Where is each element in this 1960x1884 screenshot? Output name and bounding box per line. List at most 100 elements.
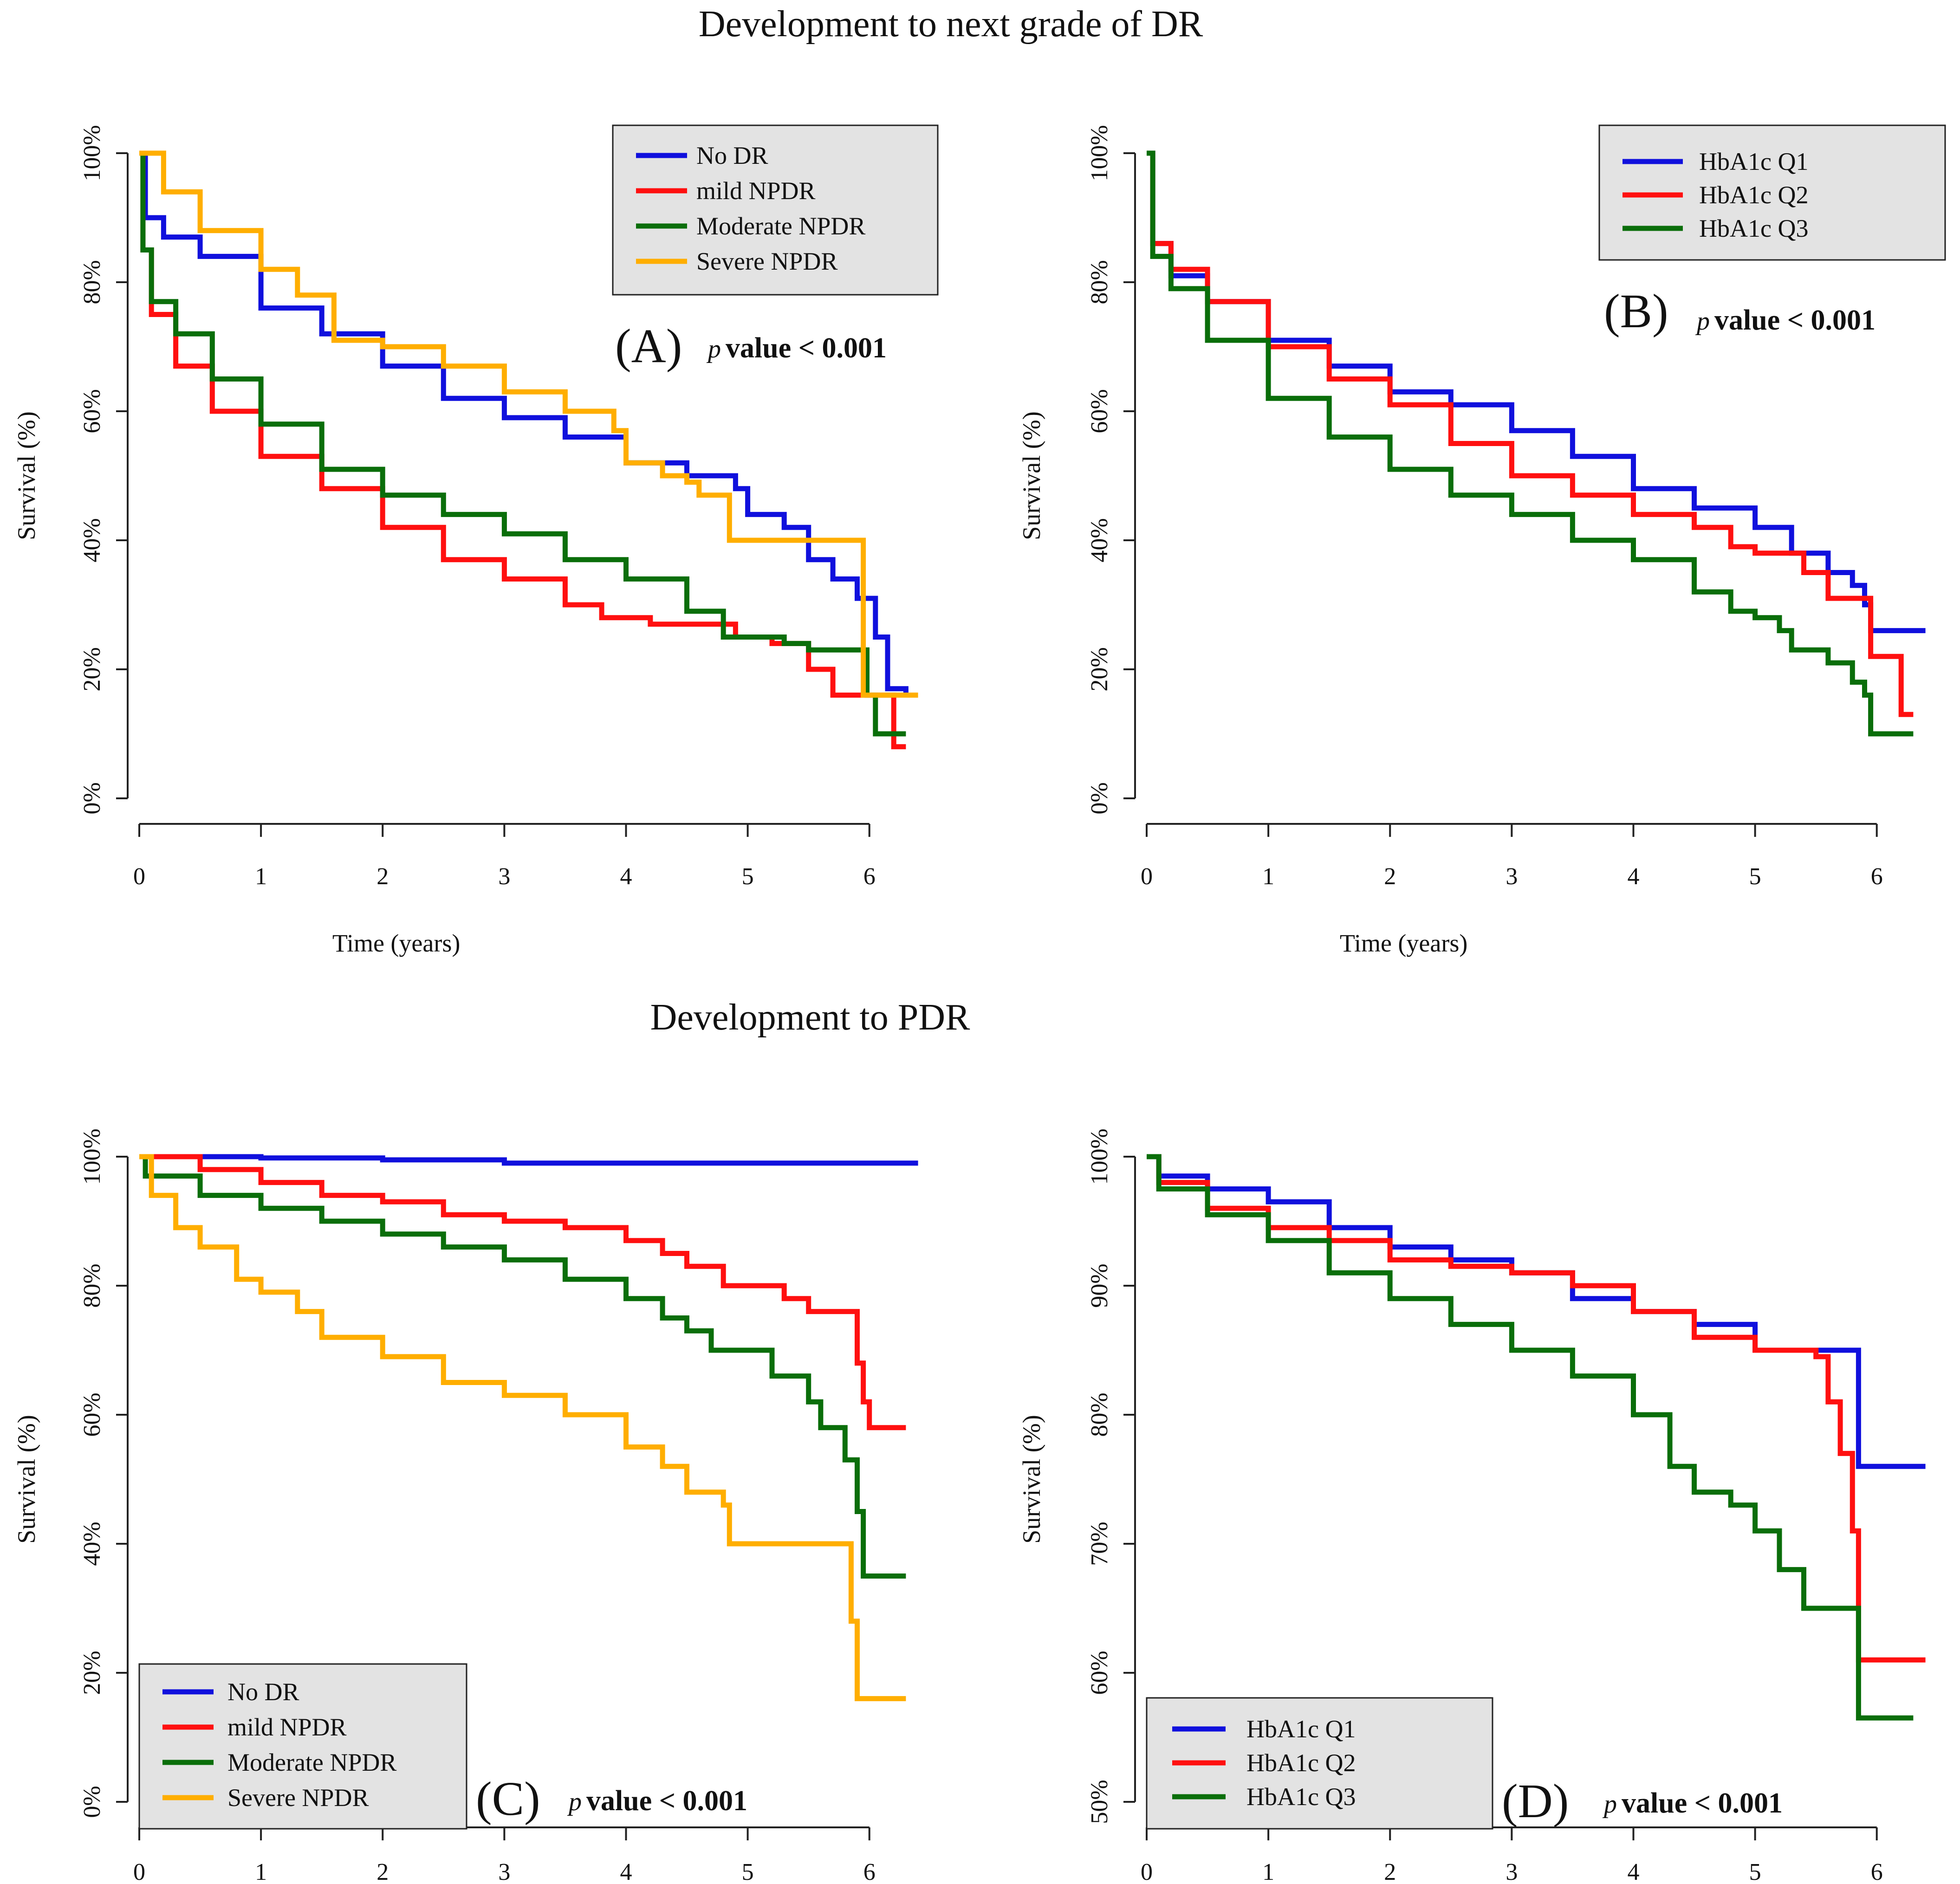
panel-c-xtick-label: 5: [742, 1859, 754, 1884]
panel-b-ytick-label: 40%: [1086, 518, 1113, 562]
panel-c-ytick-label: 40%: [79, 1521, 105, 1566]
panel-b-xtick-label: 6: [1871, 863, 1883, 890]
panel-a-legend-label: Severe NPDR: [696, 247, 837, 275]
panel-b-xtick-label: 5: [1749, 863, 1761, 890]
panel-d-pvalue-symbol: p: [1602, 1790, 1617, 1819]
panel-c-ytick-label: 80%: [79, 1263, 105, 1308]
panel-b-xtick-label: 4: [1627, 863, 1639, 890]
panel-c-xtick-label: 6: [863, 1859, 876, 1884]
panel-b-ytick-label: 100%: [1086, 125, 1113, 181]
panel-d: 50% 60% 70% 80% 90% 100% Survival (%) 0 1 2 3 4 5 6 Hb…: [1018, 1128, 1926, 1884]
panel-c-curve-mild-npdr: [139, 1154, 906, 1431]
panel-b-curve-hba1c-q3: [1147, 150, 1914, 737]
panel-b-xtick-label: 3: [1506, 863, 1518, 890]
panel-a-ylabel: Survival (%): [13, 411, 40, 540]
panel-d-pvalue-text: value < 0.001: [1622, 1787, 1783, 1819]
panel-c-curve-no-dr: [139, 1154, 918, 1166]
panel-d-tag: (D): [1502, 1774, 1569, 1828]
panel-b-legend-label: HbA1c Q2: [1699, 181, 1808, 209]
panel-a-curve-severe-npdr: [139, 150, 918, 698]
panel-a-xtick-label: 0: [133, 863, 145, 890]
panel-d-xtick-label: 3: [1506, 1859, 1518, 1884]
panel-b-tag: (B): [1604, 285, 1668, 338]
panel-a-pvalue-text: value < 0.001: [726, 332, 887, 364]
panel-b-xlabel: Time (years): [1340, 929, 1467, 957]
panel-c: 0% 20% 40% 60% 80% 100% Survival (%) 0 1 2 3 4 5 6 No …: [13, 1128, 918, 1884]
panel-a-ytick-label: 100%: [79, 125, 105, 181]
panel-c-ytick-label: 20%: [79, 1651, 105, 1695]
panel-d-xtick-label: 1: [1262, 1859, 1274, 1884]
panel-d-ytick-label: 100%: [1086, 1128, 1113, 1185]
panel-c-curve-moderate-npdr: [139, 1154, 906, 1579]
panel-a-legend-label: No DR: [696, 142, 768, 169]
panel-a-xtick-label: 2: [376, 863, 389, 890]
panel-d-ytick-label: 90%: [1086, 1263, 1113, 1308]
panel-a-pvalue-symbol: p: [706, 335, 721, 363]
panel-a-xtick-label: 6: [863, 863, 876, 890]
heading-next-grade: Development to next grade of DR: [699, 4, 1203, 45]
panel-c-xtick-label: 0: [133, 1859, 145, 1884]
panel-d-legend: HbA1c Q1 HbA1c Q2 HbA1c Q3: [1146, 1697, 1493, 1830]
panel-b: 0% 20% 40% 60% 80% 100% Survival (%) 0 1 2 3 4 5 6 Tim…: [1018, 124, 1946, 957]
panel-d-curve-hba1c-q3: [1147, 1154, 1914, 1721]
panel-c-tag: (C): [476, 1772, 540, 1826]
panel-d-ytick-label: 70%: [1086, 1521, 1113, 1566]
panel-d-ylabel: Survival (%): [1018, 1415, 1045, 1543]
panel-a-ytick-label: 80%: [79, 260, 105, 304]
panel-d-legend-label: HbA1c Q1: [1246, 1715, 1356, 1743]
panel-a-legend: No DR mild NPDR Moderate NPDR Severe NPDR: [612, 124, 939, 296]
panel-c-pvalue-symbol: p: [567, 1787, 582, 1816]
panel-a-xtick-label: 5: [742, 863, 754, 890]
panel-a-xtick-label: 4: [620, 863, 632, 890]
panel-b-ytick-label: 80%: [1086, 260, 1113, 304]
panel-a-ytick-label: 0%: [79, 782, 105, 814]
panel-b-xtick-label: 2: [1384, 863, 1396, 890]
panel-c-ytick-label: 0%: [79, 1786, 105, 1818]
panel-a-xtick-label: 3: [498, 863, 510, 890]
panel-b-legend-label: HbA1c Q3: [1699, 214, 1808, 242]
panel-c-ytick-label: 100%: [79, 1128, 105, 1185]
panel-c-legend-label: Severe NPDR: [227, 1784, 369, 1812]
panel-a: 0% 20% 40% 60% 80% 100% Survival (%) 0 1 2 3 4 5 6 Tim…: [13, 124, 939, 957]
panel-b-legend: HbA1c Q1 HbA1c Q2 HbA1c Q3: [1598, 124, 1946, 261]
panel-a-ytick-label: 40%: [79, 518, 105, 562]
panel-b-pvalue-symbol: p: [1695, 307, 1710, 336]
panel-d-xtick-label: 5: [1749, 1859, 1761, 1884]
panel-a-legend-label: Moderate NPDR: [696, 212, 865, 240]
panel-d-xtick-label: 6: [1871, 1859, 1883, 1884]
panel-b-curve-hba1c-q2: [1147, 150, 1914, 717]
panel-a-ytick-label: 60%: [79, 389, 105, 433]
panel-d-xtick-label: 4: [1627, 1859, 1639, 1884]
panel-b-ylabel: Survival (%): [1018, 411, 1045, 540]
panel-b-xtick-label: 0: [1141, 863, 1153, 890]
panel-d-curve-hba1c-q2: [1147, 1154, 1926, 1663]
panel-c-legend-label: Moderate NPDR: [227, 1748, 396, 1776]
panel-b-ytick-label: 0%: [1086, 782, 1113, 814]
panel-a-legend-label: mild NPDR: [696, 177, 816, 205]
panel-d-ytick-label: 60%: [1086, 1651, 1113, 1695]
panel-c-xtick-label: 3: [498, 1859, 510, 1884]
panel-c-ytick-label: 60%: [79, 1392, 105, 1437]
panel-a-legend-box: [612, 124, 939, 296]
panel-b-legend-label: HbA1c Q1: [1699, 148, 1808, 175]
panel-a-curve-moderate-npdr: [139, 150, 906, 737]
panel-c-legend: No DR mild NPDR Moderate NPDR Severe NPDR: [138, 1663, 467, 1830]
panel-b-pvalue-text: value < 0.001: [1714, 304, 1876, 336]
panel-d-legend-label: HbA1c Q3: [1246, 1783, 1356, 1811]
panel-d-xtick-label: 0: [1141, 1859, 1153, 1884]
panel-c-curve-severe-npdr: [139, 1154, 906, 1702]
panel-d-ytick-label: 80%: [1086, 1392, 1113, 1437]
panel-c-legend-label: No DR: [227, 1678, 299, 1706]
panel-b-xtick-label: 1: [1262, 863, 1274, 890]
panel-d-ytick-label: 50%: [1086, 1780, 1113, 1824]
panel-d-curve-hba1c-q1: [1147, 1154, 1926, 1469]
panel-c-pvalue-text: value < 0.001: [586, 1785, 747, 1817]
heading-pdr: Development to PDR: [650, 997, 970, 1038]
panel-c-legend-label: mild NPDR: [227, 1713, 347, 1741]
panel-d-legend-label: HbA1c Q2: [1246, 1749, 1356, 1777]
panel-b-ytick-label: 60%: [1086, 389, 1113, 433]
panel-a-xlabel: Time (years): [332, 929, 460, 957]
panel-b-ytick-label: 20%: [1086, 647, 1113, 691]
panel-c-xtick-label: 1: [255, 1859, 267, 1884]
